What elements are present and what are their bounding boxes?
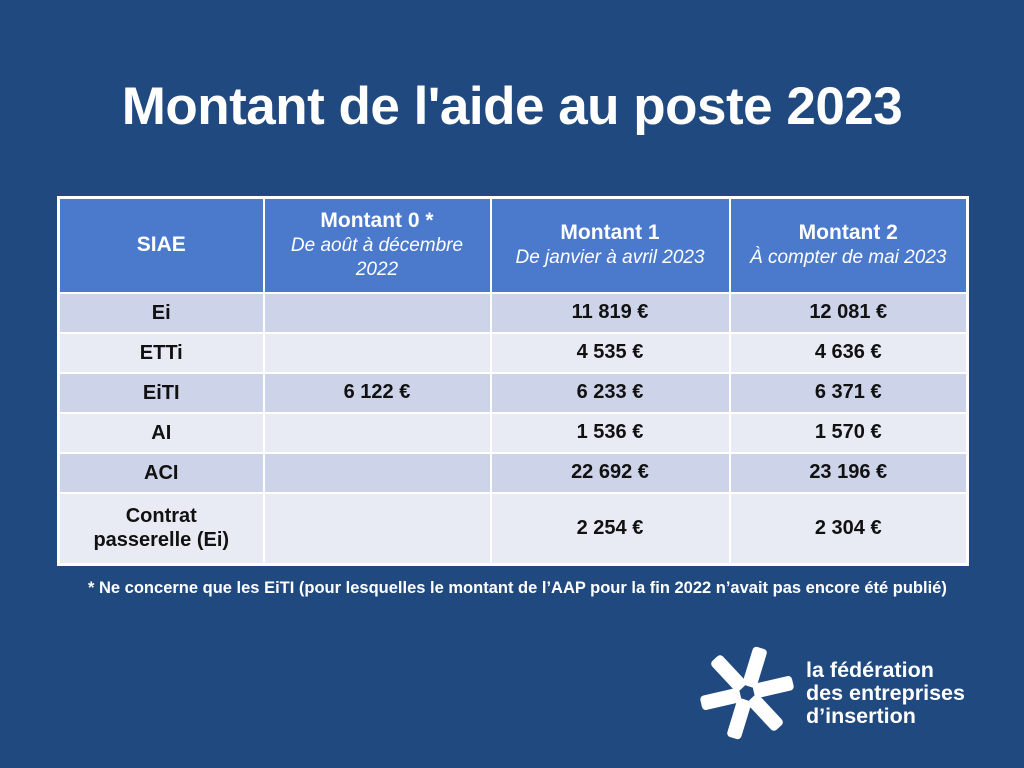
value-cell: 11 819 € [489, 291, 731, 334]
value-cell: 23 196 € [728, 451, 969, 494]
table-row-etti: ETTi 4 535 € 4 636 € [57, 331, 969, 374]
value-cell: 2 304 € [728, 491, 969, 566]
logo-text: la fédération des entreprises d’insertio… [806, 657, 965, 728]
federation-star-icon [700, 646, 794, 740]
table-row-ai: AI 1 536 € 1 570 € [57, 411, 969, 454]
value-cell: 22 692 € [489, 451, 731, 494]
col-header-label: Montant 0 * [320, 209, 434, 233]
value-cell: 12 081 € [728, 291, 969, 334]
logo-text-line: la fédération [806, 657, 934, 682]
table-row-ei: Ei 11 819 € 12 081 € [57, 291, 969, 334]
value-cell [262, 411, 492, 454]
value-cell: 4 535 € [489, 331, 731, 374]
row-label-cell: Contrat passerelle (Ei) [57, 491, 265, 566]
row-label-cell: Ei [57, 291, 265, 334]
value-cell: 1 570 € [728, 411, 969, 454]
table-row-contrat-passerelle: Contrat passerelle (Ei) 2 254 € 2 304 € [57, 491, 969, 566]
value-cell: 6 233 € [489, 371, 731, 414]
value-cell [262, 491, 492, 566]
value-cell: 2 254 € [489, 491, 731, 566]
aide-au-poste-table: SIAE Montant 0 * De août à décembre 2022… [57, 196, 969, 566]
federation-logo: la fédération des entreprises d’insertio… [698, 644, 965, 742]
logo-text-line: d’insertion [806, 703, 916, 728]
col-header-sublabel: De janvier à avril 2023 [515, 247, 705, 269]
value-cell [262, 451, 492, 494]
table-row-eiti: EiTI 6 122 € 6 233 € 6 371 € [57, 371, 969, 414]
value-cell: 6 371 € [728, 371, 969, 414]
table-body: Ei 11 819 € 12 081 € ETTi 4 535 € 4 636 … [57, 291, 969, 566]
page-title: Montant de l'aide au poste 2023 [121, 77, 903, 136]
col-header-montant0: Montant 0 * De août à décembre 2022 [262, 196, 492, 294]
row-label-cell: ETTi [57, 331, 265, 374]
col-header-label: Montant 1 [560, 221, 660, 245]
col-header-sublabel: À compter de mai 2023 [750, 247, 947, 269]
row-label-cell: ACI [57, 451, 265, 494]
col-header-label: Montant 2 [798, 221, 898, 245]
footnote: * Ne concerne que les EiTI (pour lesquel… [88, 579, 947, 597]
col-header-siae: SIAE [57, 196, 265, 294]
logo-text-line: des entreprises [806, 680, 965, 705]
row-label-cell: AI [57, 411, 265, 454]
col-header-label: SIAE [136, 233, 186, 257]
table-row-aci: ACI 22 692 € 23 196 € [57, 451, 969, 494]
value-cell [262, 331, 492, 374]
value-cell: 6 122 € [262, 371, 492, 414]
value-cell: 1 536 € [489, 411, 731, 454]
value-cell: 4 636 € [728, 331, 969, 374]
row-label-cell: EiTI [57, 371, 265, 414]
col-header-sublabel: De août à décembre 2022 [290, 235, 464, 281]
value-cell [262, 291, 492, 334]
col-header-montant1: Montant 1 De janvier à avril 2023 [489, 196, 731, 294]
table-header-row: SIAE Montant 0 * De août à décembre 2022… [57, 196, 969, 294]
col-header-montant2: Montant 2 À compter de mai 2023 [728, 196, 969, 294]
